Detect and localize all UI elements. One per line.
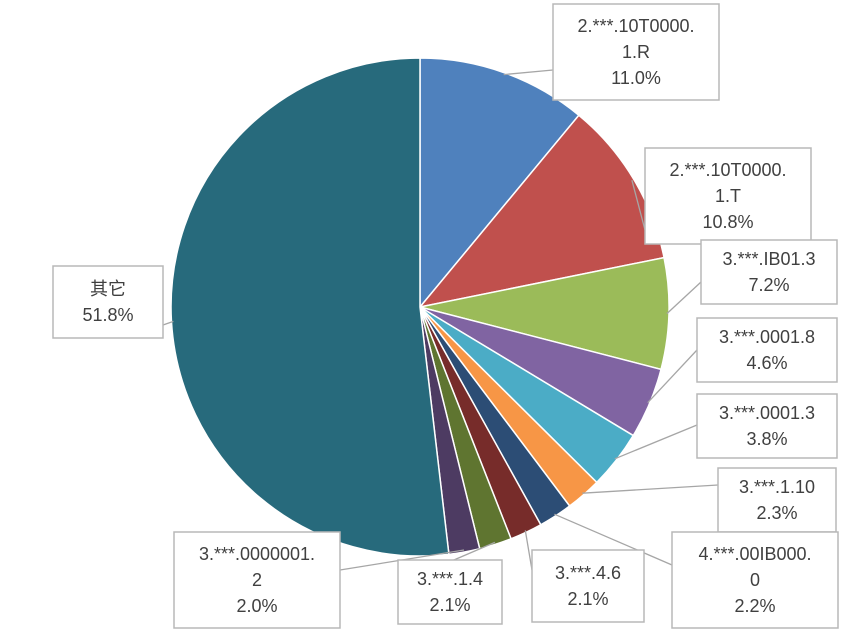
data-label-percent: 4.6%	[746, 353, 787, 373]
pie-slice	[418, 114, 665, 309]
data-label-percent: 2.3%	[756, 503, 797, 523]
leader-line	[554, 513, 673, 566]
data-label-box	[671, 531, 839, 629]
data-label-percent: 11.0%	[611, 68, 661, 88]
data-label-box	[397, 559, 503, 625]
data-label-box	[644, 147, 812, 245]
data-label-box	[552, 3, 720, 101]
pie-slices	[170, 57, 670, 557]
data-label: 其它 51.8%	[52, 265, 164, 339]
data-label-percent: 51.8%	[82, 305, 133, 325]
data-label-box	[52, 265, 164, 339]
leader-line	[631, 180, 646, 231]
data-labels: 2.***.10T0000. 1.R 11.0% 2.***.10T0000. 1.T 1…	[52, 3, 839, 629]
pie-slice	[170, 57, 450, 557]
data-label-category: 3.***.0001.3	[719, 403, 815, 423]
data-label-category: 1.T	[715, 186, 741, 206]
data-label: 3.***.4.6 2.1%	[531, 549, 645, 623]
data-label: 3.***.IB01.3 7.2%	[700, 239, 838, 305]
data-label-category: 其它	[90, 279, 126, 299]
data-label-category: 2.***.10T0000.	[669, 160, 786, 180]
data-label-box	[531, 549, 645, 623]
data-label-category: 0	[750, 570, 760, 590]
data-label-category: 3.***.0000001.	[199, 544, 315, 564]
data-label-percent: 3.8%	[746, 429, 787, 449]
data-label: 3.***.0000001. 2 2.0%	[173, 531, 341, 629]
leader-line	[524, 530, 533, 571]
pie-slice	[419, 256, 670, 371]
data-label-category: 3.***.0001.8	[719, 327, 815, 347]
data-label-category: 2	[252, 570, 262, 590]
data-label: 2.***.10T0000. 1.T 10.8%	[644, 147, 812, 245]
data-label-percent: 7.2%	[748, 275, 789, 295]
pie-slice	[419, 57, 580, 310]
data-label-category: 3.***.1.4	[417, 569, 483, 589]
leader-line	[582, 484, 719, 494]
data-label-box	[700, 239, 838, 305]
data-label-category: 3.***.4.6	[555, 563, 621, 583]
data-label: 3.***.0001.8 4.6%	[696, 317, 838, 383]
data-label-percent: 2.0%	[236, 596, 277, 616]
leader-line	[503, 69, 554, 76]
data-label-percent: 2.2%	[734, 596, 775, 616]
data-label-category: 1.R	[622, 42, 650, 62]
data-label-box	[717, 467, 837, 533]
data-label-category: 4.***.00IB000.	[698, 544, 811, 564]
data-label: 3.***.0001.3 3.8%	[696, 393, 838, 459]
data-label-category: 2.***.10T0000.	[577, 16, 694, 36]
data-label-percent: 10.8%	[702, 212, 753, 232]
data-label-box	[696, 317, 838, 383]
data-label: 4.***.00IB000. 0 2.2%	[671, 531, 839, 629]
data-label-box	[696, 393, 838, 459]
data-label: 2.***.10T0000. 1.R 11.0%	[552, 3, 720, 101]
leader-line	[647, 349, 698, 404]
data-label: 3.***.1.10 2.3%	[717, 467, 837, 533]
data-label: 3.***.1.4 2.1%	[397, 559, 503, 625]
leader-line	[666, 281, 702, 315]
leader-line	[162, 320, 174, 326]
leader-line	[614, 424, 698, 460]
data-label-category: 3.***.IB01.3	[722, 249, 815, 269]
data-label-percent: 2.1%	[429, 595, 470, 615]
data-label-percent: 2.1%	[567, 589, 608, 609]
data-label-box	[173, 531, 341, 629]
data-label-category: 3.***.1.10	[739, 477, 815, 497]
